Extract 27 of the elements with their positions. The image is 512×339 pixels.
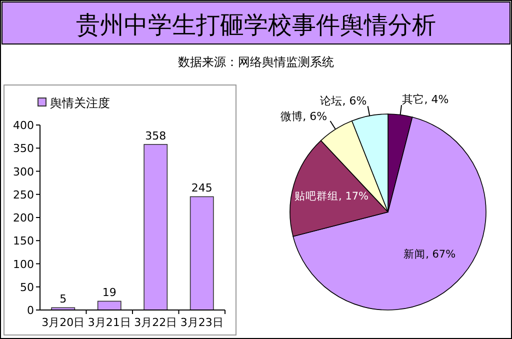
slice-label: 贴吧群组, 17% bbox=[294, 190, 369, 203]
y-tick-label: 0 bbox=[27, 304, 34, 317]
y-tick-label: 200 bbox=[13, 212, 34, 224]
y-tick-label: 400 bbox=[13, 119, 34, 132]
y-tick-label: 250 bbox=[13, 188, 34, 202]
chart-title: 贵州中学生打砸学校事件舆情分析 bbox=[76, 11, 436, 39]
legend-label: 舆情关注度 bbox=[50, 96, 110, 110]
data-label: 19 bbox=[102, 286, 116, 300]
text: 数据来源：网络舆情监测系统 bbox=[178, 55, 334, 69]
slice-label: 微博, 6% bbox=[280, 110, 328, 124]
data-label: 245 bbox=[191, 182, 212, 195]
data-label: 358 bbox=[145, 129, 166, 142]
y-tick-label: 100 bbox=[13, 258, 34, 271]
slice-label: 其它, 4% bbox=[402, 93, 449, 106]
y-tick-label: 300 bbox=[13, 165, 34, 178]
bar bbox=[144, 144, 168, 310]
data-label: 5 bbox=[60, 292, 67, 306]
bar bbox=[190, 196, 214, 310]
x-tick-label: 3月22日 bbox=[134, 316, 178, 329]
y-tick-label: 350 bbox=[13, 142, 34, 156]
x-tick-label: 3月21日 bbox=[88, 316, 131, 329]
x-tick-label: 3月23日 bbox=[180, 316, 224, 329]
slice-label: 论坛, 6% bbox=[320, 94, 367, 108]
y-tick-label: 50 bbox=[20, 280, 34, 294]
y-tick-label: 150 bbox=[13, 234, 34, 248]
slice-label: 新闻, 67% bbox=[404, 248, 456, 261]
x-tick-label: 3月20日 bbox=[42, 316, 85, 329]
